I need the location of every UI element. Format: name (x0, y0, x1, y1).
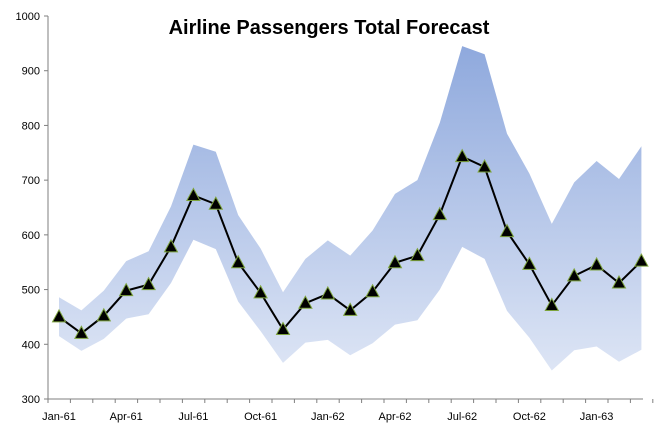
data-point-marker (589, 256, 604, 271)
data-point-marker (141, 276, 156, 291)
y-tick-label: 500 (22, 285, 40, 297)
data-point-marker (208, 196, 224, 210)
x-tick-label: Jul-61 (178, 411, 208, 423)
data-point-marker (432, 206, 448, 221)
data-point-marker (298, 295, 313, 309)
y-tick-label: 600 (22, 230, 40, 242)
data-point-marker (186, 187, 201, 201)
y-tick-label: 800 (22, 120, 40, 132)
axes: 300 400 500 600 700 800 900 1000 Jan-61 Apr-61 Jul… (16, 11, 654, 423)
data-point-marker (51, 308, 67, 323)
forecast-markers (51, 148, 649, 339)
data-point-marker (611, 274, 627, 289)
x-tick-label: Apr-62 (378, 411, 411, 423)
y-tick-label: 300 (22, 394, 40, 406)
y-tick-label: 700 (22, 175, 40, 187)
data-point-marker (634, 253, 649, 267)
y-tick-label: 400 (22, 339, 40, 351)
data-point-marker (410, 247, 425, 262)
data-point-marker (163, 238, 179, 253)
forecast-interval-band (59, 46, 642, 371)
data-point-marker (454, 148, 470, 163)
data-point-marker (342, 302, 358, 316)
data-point-marker (74, 325, 89, 339)
x-tick-label: Jul-62 (447, 411, 477, 423)
data-point-marker (365, 283, 380, 298)
data-point-marker (544, 297, 560, 311)
data-point-marker (566, 267, 582, 282)
data-point-marker (275, 321, 291, 336)
x-tick-label: Jan-62 (311, 411, 345, 423)
forecast-band-layer (59, 46, 642, 371)
data-point-marker (253, 284, 268, 299)
x-tick-label: Oct-61 (244, 411, 277, 423)
data-point-marker (320, 285, 336, 300)
y-tick-label: 1000 (16, 11, 40, 23)
x-tick-label: Jan-61 (42, 411, 76, 423)
x-tick-label: Oct-62 (513, 411, 546, 423)
x-tick-label: Jan-63 (580, 411, 614, 423)
data-point-marker (387, 254, 403, 269)
chart-title: Airline Passengers Total Forecast (169, 17, 490, 39)
data-point-marker (96, 307, 112, 322)
data-point-marker (118, 282, 134, 297)
y-tick-label: 900 (22, 66, 40, 78)
data-point-marker (230, 254, 246, 269)
x-tick-label: Apr-61 (110, 411, 143, 423)
data-point-marker (477, 158, 492, 173)
data-point-marker (499, 223, 515, 238)
data-point-marker (522, 256, 537, 270)
